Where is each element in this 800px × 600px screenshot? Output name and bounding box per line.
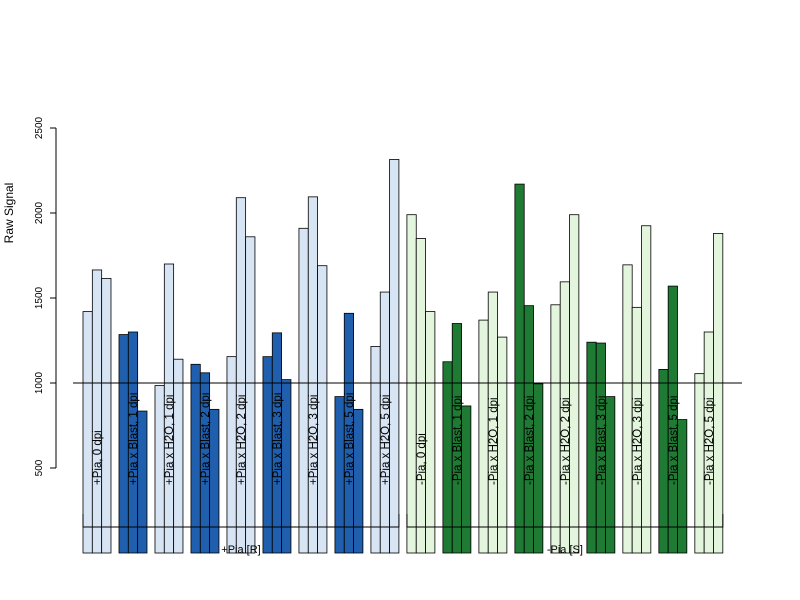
bar: [478, 319, 489, 554]
bar: [245, 236, 256, 554]
y-axis-label: Raw Signal: [2, 183, 16, 244]
category-label: -Pia x Blast, 3 dpi: [596, 396, 608, 485]
y-tick-label: 2000: [34, 201, 45, 224]
category-label: -Pia x Blast, 1 dpi: [452, 396, 464, 485]
category-label: +Pia x Blast, 3 dpi: [272, 393, 284, 485]
category-label: +Pia x H2O, 5 dpi: [380, 395, 392, 485]
group-label: -Pia [S]: [547, 544, 583, 556]
category-label: -Pia x H2O, 3 dpi: [632, 397, 644, 485]
category-label: +Pia x Blast, 1 dpi: [128, 393, 140, 485]
category-labels: +Pia, 0 dpi +Pia x Blast, 1 dpi +Pia x H2O…: [92, 393, 716, 485]
bar: [425, 311, 436, 554]
bar: [605, 396, 616, 554]
category-label: +Pia x H2O, 2 dpi: [236, 395, 248, 485]
y-tick-label: 1000: [34, 371, 45, 394]
category-label: -Pia x Blast, 5 dpi: [668, 396, 680, 485]
category-label: +Pia x H2O, 3 dpi: [308, 395, 320, 485]
y-tick-label: 500: [34, 459, 45, 476]
y-tick-label: 2500: [34, 116, 45, 139]
category-label: +Pia, 0 dpi: [92, 430, 104, 485]
group-label: +Pia [R]: [221, 544, 260, 556]
bar: [694, 373, 705, 554]
bar: [82, 311, 93, 554]
bar: [209, 408, 220, 554]
group-bracket: [406, 514, 724, 528]
bar: [307, 196, 318, 554]
bars: [82, 159, 724, 554]
bar: [550, 304, 561, 554]
bar: [298, 227, 309, 554]
category-label: -Pia, 0 dpi: [416, 433, 428, 485]
bar: [317, 265, 328, 554]
bar: [235, 197, 247, 554]
bar: [190, 363, 201, 554]
bar: [497, 336, 508, 554]
group-brackets: +Pia [R] -Pia [S]: [82, 514, 724, 556]
bar: [389, 159, 400, 554]
category-label: +Pia x Blast, 5 dpi: [344, 393, 356, 485]
bar: [334, 396, 345, 554]
bar: [569, 214, 580, 554]
bar: [415, 238, 426, 554]
bar: [370, 346, 381, 554]
bar: [118, 334, 129, 554]
bar: [406, 214, 417, 554]
category-label: -Pia x H2O, 1 dpi: [488, 397, 500, 485]
bar: [154, 385, 165, 554]
category-label: +Pia x H2O, 1 dpi: [164, 395, 176, 485]
bar: [641, 225, 652, 554]
y-tick-label: 1500: [34, 286, 45, 309]
bar: [514, 183, 525, 554]
category-label: -Pia x H2O, 5 dpi: [704, 397, 716, 485]
bar: [262, 356, 273, 554]
bar: [713, 232, 724, 554]
bar: [281, 379, 292, 554]
bar: [101, 278, 112, 554]
bar: [353, 408, 364, 554]
group-bracket: [82, 514, 400, 528]
category-label: -Pia x Blast, 2 dpi: [524, 396, 536, 485]
bar: [442, 361, 453, 554]
bar: [622, 264, 633, 554]
bar: [173, 358, 184, 554]
bar: [137, 410, 148, 554]
bar: [677, 419, 688, 554]
bar: [461, 405, 472, 554]
category-label: +Pia x Blast, 2 dpi: [200, 393, 212, 485]
bar: [586, 341, 597, 554]
bar: [533, 383, 544, 554]
bar: [226, 356, 237, 554]
bar: [658, 368, 669, 554]
y-axis: 500 1000 1500 2000 2500: [34, 116, 57, 476]
category-label: -Pia x H2O, 2 dpi: [560, 397, 572, 485]
bar: [91, 269, 103, 554]
